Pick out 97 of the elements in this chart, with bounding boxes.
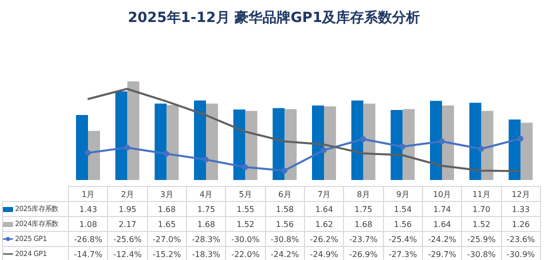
data-label: -26.2% <box>304 232 344 246</box>
data-label: 1.56 <box>265 216 304 232</box>
bar <box>324 106 336 180</box>
x-tick-label: 1月 <box>68 186 108 202</box>
data-label: 1.52 <box>462 216 502 232</box>
data-label: 1.08 <box>68 216 108 232</box>
data-label: -12.4% <box>108 246 148 260</box>
data-label: -18.3% <box>186 246 226 260</box>
data-label: -14.7% <box>68 246 108 260</box>
point <box>124 144 130 151</box>
data-label: 2.17 <box>108 216 148 232</box>
point <box>242 164 248 170</box>
x-tick-label: 10月 <box>422 186 462 202</box>
data-label: -23.6% <box>501 232 540 246</box>
point <box>202 156 209 163</box>
bar <box>284 109 297 180</box>
x-tick-label: 7月 <box>304 186 344 202</box>
data-label: -24.2% <box>265 246 304 260</box>
bar <box>272 108 285 180</box>
data-label: 1.56 <box>383 216 422 232</box>
bar <box>442 105 454 180</box>
data-label: 1.68 <box>344 216 384 232</box>
data-label: -24.9% <box>304 246 344 260</box>
point <box>438 138 445 144</box>
data-label: 1.54 <box>383 202 422 216</box>
bar <box>363 104 376 180</box>
data-label: 1.58 <box>265 202 304 216</box>
data-label: -29.7% <box>422 246 462 260</box>
data-label: -27.3% <box>383 246 422 260</box>
bar <box>430 100 442 180</box>
point <box>163 150 170 157</box>
data-label: -30.9% <box>501 246 540 260</box>
data-label: -22.0% <box>226 246 266 260</box>
data-label: 1.95 <box>108 202 148 216</box>
x-tick-label: 2月 <box>108 186 148 202</box>
bar <box>402 109 415 180</box>
data-label: 1.43 <box>68 202 108 216</box>
data-label: 1.75 <box>344 202 384 216</box>
point <box>281 168 288 174</box>
chart-title: 2025年1-12月 豪华品牌GP1及库存系数分析 <box>126 8 422 28</box>
data-label: 1.65 <box>147 216 186 232</box>
point <box>399 144 406 150</box>
data-label: -25.6% <box>108 232 148 246</box>
data-label: 1.75 <box>186 202 226 216</box>
data-label: -30.8% <box>462 246 502 260</box>
bar <box>508 120 521 180</box>
point <box>84 150 91 156</box>
data-label: 1.33 <box>501 202 540 216</box>
bar <box>233 110 246 180</box>
data-label: -23.7% <box>344 232 384 246</box>
data-label: -26.8% <box>68 232 108 246</box>
bar <box>245 110 258 180</box>
bar <box>166 105 179 180</box>
bar <box>520 122 533 180</box>
point <box>360 136 366 142</box>
x-tick-label: 9月 <box>383 186 422 202</box>
point <box>478 146 484 152</box>
bar <box>351 100 364 180</box>
data-label: -30.8% <box>265 232 304 246</box>
data-label: -28.3% <box>186 232 226 246</box>
bar <box>206 104 218 180</box>
x-tick-label: 5月 <box>226 186 266 202</box>
x-tick-label: 12月 <box>501 186 540 202</box>
bar <box>194 100 206 180</box>
bar <box>469 102 482 180</box>
data-label: 1.64 <box>304 202 344 216</box>
data-label: 1.68 <box>147 202 186 216</box>
data-label: 1.68 <box>186 216 226 232</box>
point <box>517 136 524 142</box>
bar <box>76 115 88 180</box>
bar <box>115 91 128 180</box>
x-tick-label: 4月 <box>186 186 226 202</box>
bar <box>390 110 403 180</box>
data-label: 1.64 <box>422 216 462 232</box>
data-label: -25.9% <box>462 232 502 246</box>
bar <box>154 104 167 180</box>
x-tick-label: 8月 <box>344 186 384 202</box>
bar <box>312 105 324 180</box>
data-label: -30.0% <box>226 232 266 246</box>
data-label: 1.74 <box>422 202 462 216</box>
x-tick-label: 11月 <box>462 186 502 202</box>
data-label: 1.70 <box>462 202 502 216</box>
data-label: -15.2% <box>147 246 186 260</box>
data-label: -24.2% <box>422 232 462 246</box>
data-label: 1.55 <box>226 202 266 216</box>
data-label: 1.52 <box>226 216 266 232</box>
data-label: 1.62 <box>304 216 344 232</box>
bar <box>481 110 494 180</box>
bar <box>88 130 100 180</box>
point <box>320 147 327 154</box>
x-tick-label: 6月 <box>265 186 304 202</box>
bar <box>127 81 140 180</box>
x-tick-label: 3月 <box>147 186 186 202</box>
data-label: -26.9% <box>344 246 384 260</box>
data-label: -25.4% <box>383 232 422 246</box>
data-label: -27.0% <box>147 232 186 246</box>
data-label: 1.26 <box>501 216 540 232</box>
